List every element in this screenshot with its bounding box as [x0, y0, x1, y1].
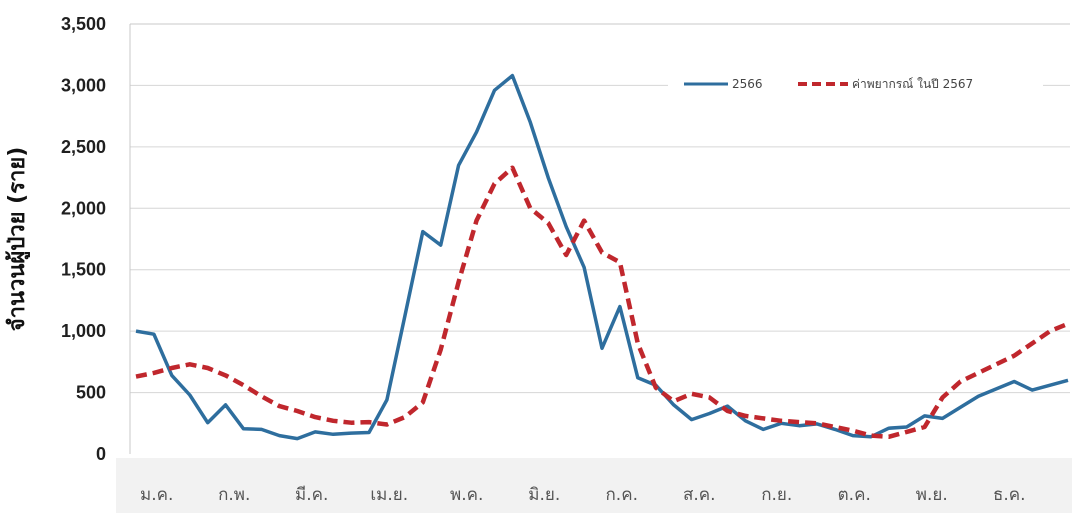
x-tick-label: พ.ค. [450, 485, 483, 505]
x-tick-label: เม.ย. [370, 485, 408, 505]
x-tick-label: ต.ค. [838, 485, 871, 505]
series-lines [135, 73, 1069, 441]
y-axis-ticks: 0 500 1,000 1,500 2,000 2,500 3,000 3,500 [61, 14, 106, 464]
x-tick-label: พ.ย. [916, 485, 948, 505]
legend-label-forecast: ค่าพยากรณ์ ในปี 2567 [852, 77, 973, 91]
legend: 2566 ค่าพยากรณ์ ในปี 2567 [668, 64, 1043, 104]
y-tick-label: 2,500 [61, 137, 106, 157]
legend-box [668, 64, 1043, 104]
y-axis-label: จำนวนผู้ป่วย (ราย) [5, 147, 31, 332]
y-tick-label: 2,000 [61, 198, 106, 218]
y-tick-label: 0 [96, 444, 106, 464]
series-line-forecast-2567 [135, 165, 1069, 440]
x-axis-band [116, 458, 1072, 513]
y-tick-label: 1,000 [61, 321, 106, 341]
x-tick-label: ก.ค. [606, 485, 638, 505]
x-tick-label: ก.ย. [761, 485, 792, 505]
series-line-2566 [135, 73, 1069, 441]
legend-label-2566: 2566 [732, 77, 763, 91]
x-tick-label: ก.พ. [218, 485, 250, 505]
x-tick-label: ธ.ค. [993, 485, 1026, 505]
x-axis-ticks: ม.ค. ก.พ. มี.ค. เม.ย. พ.ค. มิ.ย. ก.ค. ส.ค. ก.ย. ต… [140, 485, 1025, 505]
y-tick-label: 3,000 [61, 75, 106, 95]
y-tick-label: 500 [76, 383, 106, 403]
y-tick-label: 1,500 [61, 260, 106, 280]
x-tick-label: มิ.ย. [528, 485, 560, 505]
x-tick-label: มี.ค. [295, 485, 328, 505]
y-tick-label: 3,500 [61, 14, 106, 34]
x-tick-label: ม.ค. [140, 485, 173, 505]
x-tick-label: ส.ค. [683, 485, 716, 505]
